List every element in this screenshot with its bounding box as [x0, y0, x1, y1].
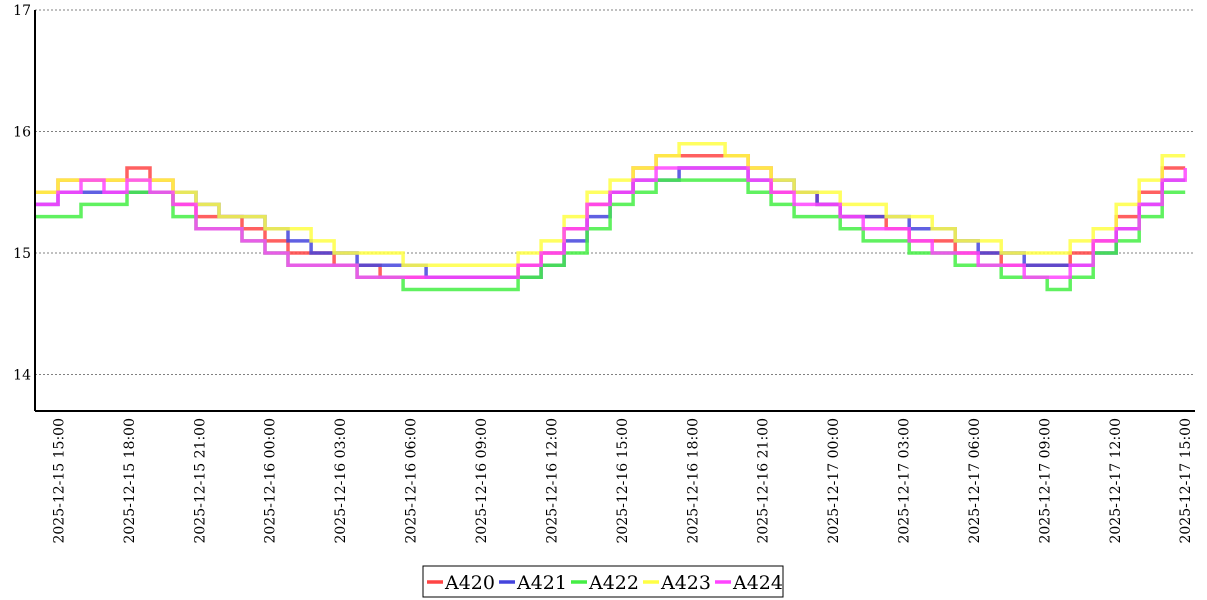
y-tick-label: 16: [13, 125, 31, 141]
x-tick-label: 2025-12-15 15:00: [51, 418, 67, 544]
x-tick-label: 2025-12-15 21:00: [192, 418, 208, 544]
x-tick-label: 2025-12-16 06:00: [404, 418, 420, 544]
x-tick-label: 2025-12-17 06:00: [967, 418, 983, 544]
x-tick-label: 2025-12-16 12:00: [544, 418, 560, 544]
x-tick-label: 2025-12-16 09:00: [474, 418, 490, 544]
x-tick-labels: 2025-12-15 15:00 2025-12-15 18:00 2025-12-…: [51, 418, 1194, 544]
y-tick-label: 17: [13, 3, 31, 19]
x-tick-label: 2025-12-15 18:00: [122, 418, 138, 544]
x-tick-label: 2025-12-17 12:00: [1108, 418, 1124, 544]
x-tick-label: 2025-12-16 21:00: [756, 418, 772, 544]
legend-label-A420: A420: [444, 572, 495, 594]
y-tick-label: 15: [13, 246, 31, 262]
series-layer: [35, 141, 1187, 292]
legend-label-A423: A423: [660, 572, 711, 594]
series-A424: [35, 166, 1187, 280]
legend-label-A421: A421: [516, 572, 567, 594]
x-tick-label: 2025-12-16 15:00: [615, 418, 631, 544]
x-tick-label: 2025-12-16 03:00: [333, 418, 349, 544]
legend-label-A424: A424: [732, 572, 783, 594]
y-tick-labels: 14 15 16 17: [13, 3, 31, 384]
x-tick-label: 2025-12-17 15:00: [1178, 418, 1194, 544]
legend: A420 A421 A422 A423 A424: [422, 565, 784, 598]
axis-layer: [34, 10, 1195, 412]
grid-layer: [35, 9, 1195, 376]
x-tick-label: 2025-12-17 09:00: [1037, 418, 1053, 544]
x-tick-label: 2025-12-16 00:00: [263, 418, 279, 544]
x-tick-label: 2025-12-17 03:00: [897, 418, 913, 544]
x-tick-label: 2025-12-17 00:00: [826, 418, 842, 544]
legend-label-A422: A422: [588, 572, 639, 594]
x-tick-label: 2025-12-16 18:00: [685, 418, 701, 544]
series-A423: [35, 141, 1186, 267]
y-tick-label: 14: [13, 368, 31, 384]
